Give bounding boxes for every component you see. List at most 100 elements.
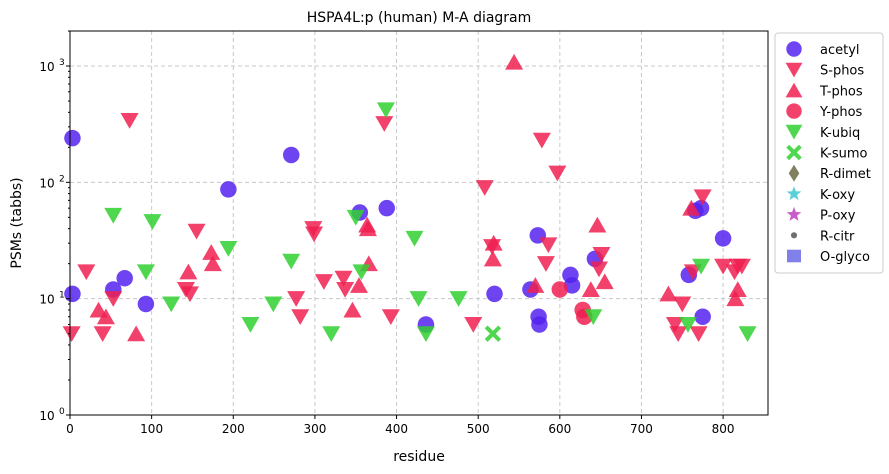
data-points (62, 53, 757, 342)
data-point-acetyl (64, 129, 81, 147)
data-point-k-ubiq (282, 253, 301, 270)
y-tick-exponent: 3 (59, 58, 65, 68)
data-point-y-phos (551, 281, 569, 298)
legend-label-r-dimet: R-dimet (820, 167, 871, 182)
data-point-k-ubiq (143, 214, 162, 230)
legend-marker-y-phos (786, 103, 802, 119)
data-point-t-phos (588, 216, 607, 233)
data-point-s-phos (305, 226, 324, 243)
legend-label-t-phos: T-phos (819, 84, 863, 99)
data-point-t-phos (358, 220, 377, 237)
data-point-s-phos (375, 116, 394, 132)
data-point-t-phos (343, 301, 362, 318)
legend-label-k-oxy: K-oxy (820, 188, 855, 203)
data-point-t-phos (127, 325, 146, 342)
y-tick-exponent: 0 (59, 407, 65, 417)
data-point-s-phos (381, 309, 400, 325)
legend: acetyl S-phos T-phos Y-phos K-ubiq K-sumo R-di… (774, 32, 884, 274)
data-point-s-phos (464, 316, 483, 333)
data-point-s-phos (336, 281, 355, 298)
x-tick-label: 300 (303, 422, 326, 436)
chart-title: HSPA4L:p (human) M-A diagram (307, 10, 532, 26)
data-point-acetyl (116, 269, 133, 287)
data-point-t-phos (484, 234, 503, 251)
y-axis: 10 0 10 1 10 2 10 3 (39, 30, 70, 423)
y-tick-exponent: 2 (59, 174, 65, 184)
legend-marker-k-ubiq (785, 124, 803, 140)
data-point-k-ubiq (352, 264, 371, 281)
data-point-s-phos (683, 264, 702, 281)
data-point-t-phos (682, 199, 701, 216)
data-point-acetyl (531, 316, 548, 333)
data-point-acetyl (694, 308, 711, 325)
data-point-t-phos (96, 308, 115, 325)
data-point-t-phos (483, 250, 502, 267)
data-point-k-ubiq (678, 316, 697, 333)
data-point-t-phos (349, 277, 368, 293)
data-point-s-phos (714, 258, 733, 275)
x-tick-label: 700 (630, 422, 653, 436)
data-point-s-phos (548, 165, 567, 182)
data-point-acetyl (220, 181, 237, 198)
data-point-s-phos (532, 132, 551, 149)
data-point-k-sumo (484, 325, 502, 342)
data-point-t-phos (203, 255, 222, 272)
data-point-s-phos (475, 180, 494, 196)
data-point-acetyl (64, 285, 81, 303)
data-point-k-ubiq (584, 309, 603, 325)
legend-label-k-sumo: K-sumo (820, 147, 868, 162)
x-tick-label: 200 (222, 422, 245, 436)
data-point-s-phos (669, 326, 688, 342)
data-point-s-phos (732, 258, 751, 275)
x-axis: 0 100 200 300 400 500 600 700 800 (66, 415, 735, 436)
data-point-k-ubiq (136, 264, 155, 281)
gridlines (69, 31, 768, 415)
legend-label-o-glyco: O-glyco (820, 250, 870, 265)
legend-label-acetyl: acetyl (820, 43, 860, 58)
y-tick-label: 10 (39, 293, 54, 307)
data-point-t-phos (595, 273, 614, 290)
data-point-s-phos (693, 189, 712, 206)
data-point-k-ubiq (376, 102, 395, 119)
data-point-k-ubiq (241, 316, 260, 333)
y-tick-label: 10 (39, 60, 54, 74)
data-point-s-phos (62, 326, 81, 342)
data-point-s-phos (291, 309, 310, 325)
legend-marker-p-oxy (786, 206, 802, 221)
legend-marker-s-phos (785, 62, 803, 78)
x-tick-label: 500 (467, 422, 490, 436)
data-point-t-phos (659, 285, 678, 302)
data-point-s-phos (287, 291, 306, 307)
data-point-k-ubiq (692, 258, 711, 275)
data-point-k-ubiq (162, 296, 181, 313)
data-point-t-phos (202, 244, 221, 260)
legend-label-p-oxy: P-oxy (820, 209, 856, 224)
data-point-k-ubiq (264, 296, 283, 313)
data-point-t-phos (581, 281, 600, 297)
data-point-s-phos (590, 261, 609, 278)
data-point-acetyl (378, 199, 396, 217)
data-point-k-ubiq (219, 240, 238, 257)
legend-marker-o-glyco (787, 249, 801, 263)
data-point-s-phos (539, 237, 558, 254)
x-tick-label: 100 (140, 422, 163, 436)
x-tick-label: 400 (385, 422, 408, 436)
y-tick-label: 10 (39, 409, 54, 423)
data-point-k-ubiq (409, 291, 428, 307)
data-point-k-ubiq (449, 291, 468, 307)
data-point-s-phos (314, 274, 333, 290)
legend-marker-k-oxy (786, 186, 802, 201)
legend-label-y-phos: Y-phos (819, 105, 863, 120)
legend-marker-r-dimet (788, 164, 800, 182)
data-point-t-phos (526, 277, 545, 293)
data-point-k-ubiq (346, 209, 365, 226)
data-point-k-ubiq (405, 230, 424, 247)
legend-frame (774, 32, 884, 274)
data-point-acetyl (137, 295, 155, 313)
data-point-k-ubiq (104, 207, 123, 224)
legend-marker-k-sumo (786, 144, 802, 161)
data-point-s-phos (104, 291, 123, 307)
x-axis-label: residue (393, 449, 445, 465)
data-point-s-phos (673, 296, 692, 313)
